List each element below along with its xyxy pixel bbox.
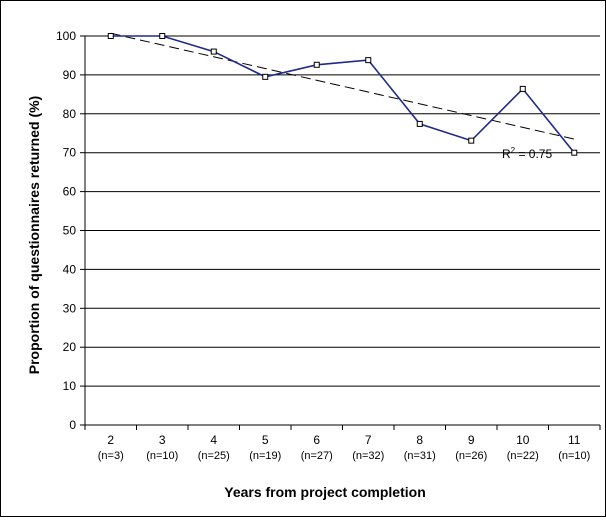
y-tick-label-80: 80 — [63, 107, 77, 121]
x-tick-label-4: 4 — [210, 433, 217, 447]
r-squared-superscript: 2 — [511, 146, 516, 155]
x-tick-sublabel-5: (n=19) — [249, 450, 281, 462]
x-tick-label-7: 7 — [365, 433, 372, 447]
gridlines — [85, 35, 600, 387]
x-axis-label: Years from project completion — [224, 484, 426, 500]
trendline-group — [110, 32, 575, 140]
y-tick-label-70: 70 — [63, 146, 77, 160]
y-tick-label-0: 0 — [69, 418, 76, 432]
x-tick-sublabel-6: (n=27) — [301, 450, 333, 462]
data-point-9 — [468, 137, 475, 144]
data-point-10 — [519, 85, 526, 92]
y-tick-label-100: 100 — [56, 29, 76, 43]
x-tick-label-8: 8 — [416, 433, 423, 447]
data-point-11 — [571, 149, 578, 156]
x-tick-labels: 2 (n=3) 3 (n=10) 4 (n=25) 5 (n=19) 6 (n=27) 7 (n=32… — [98, 433, 591, 462]
data-point-8 — [416, 120, 423, 127]
data-point-3 — [159, 33, 166, 39]
trendline — [110, 32, 575, 140]
y-tick-label-40: 40 — [63, 262, 77, 276]
r-squared-symbol: R — [502, 147, 511, 161]
x-tick-sublabel-8: (n=31) — [404, 450, 436, 462]
series-group — [107, 33, 578, 156]
y-tick-label-30: 30 — [63, 301, 77, 315]
data-point-7 — [365, 57, 372, 64]
x-tick-label-11: 11 — [568, 433, 581, 447]
y-tick-label-60: 60 — [63, 185, 77, 199]
x-tick-label-10: 10 — [516, 433, 530, 447]
data-point-6 — [313, 61, 320, 68]
x-tick-label-6: 6 — [313, 433, 320, 447]
data-point-5 — [262, 73, 269, 80]
x-tick-sublabel-2: (n=3) — [98, 450, 124, 462]
y-tick-label-90: 90 — [63, 68, 77, 82]
axes — [80, 35, 601, 430]
y-tick-label-50: 50 — [63, 224, 77, 238]
x-tick-sublabel-9: (n=26) — [455, 450, 487, 462]
x-tick-label-9: 9 — [468, 433, 475, 447]
x-tick-sublabel-11: (n=10) — [558, 450, 590, 462]
data-point-4 — [210, 48, 217, 55]
y-tick-label-10: 10 — [63, 379, 77, 393]
x-tick-label-3: 3 — [159, 433, 166, 447]
x-tick-label-5: 5 — [262, 433, 269, 447]
x-tick-sublabel-3: (n=10) — [146, 450, 178, 462]
r-squared-annotation: R2 = 0.75 — [502, 146, 552, 161]
x-tick-sublabel-10: (n=22) — [507, 450, 539, 462]
r-squared-value: = 0.75 — [515, 147, 552, 161]
data-point-2 — [107, 33, 114, 39]
y-tick-label-20: 20 — [63, 340, 77, 354]
x-tick-label-2: 2 — [107, 433, 114, 447]
x-tick-sublabel-4: (n=25) — [198, 450, 230, 462]
series-line-0 — [110, 35, 575, 154]
y-tick-labels: 0 10 20 30 40 50 60 70 80 90 100 — [56, 29, 76, 432]
y-axis-label: Proportion of questionnaires returned (%… — [26, 96, 42, 374]
x-tick-sublabel-7: (n=32) — [352, 450, 384, 462]
